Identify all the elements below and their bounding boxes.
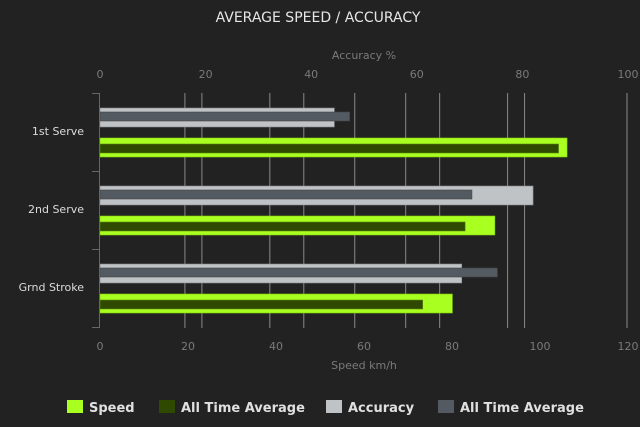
legend-swatch — [159, 400, 175, 413]
category-label: Grnd Stroke — [19, 281, 85, 294]
legend-label: Accuracy — [348, 401, 415, 416]
legend-swatch — [67, 400, 83, 413]
bottom-tick-label: 60 — [357, 340, 371, 353]
bar-speed-average — [99, 143, 559, 154]
top-tick-label: 40 — [304, 68, 318, 81]
chart-title: AVERAGE SPEED / ACCURACY — [216, 10, 421, 26]
category-label: 2nd Serve — [28, 203, 84, 216]
bottom-tick-label: 100 — [530, 340, 551, 353]
bottom-tick-label: 20 — [181, 340, 195, 353]
bottom-tick-label: 40 — [269, 340, 283, 353]
legend: Speed All Time Average Accuracy All Time Av… — [67, 400, 584, 416]
bottom-tick-label: 120 — [618, 340, 639, 353]
top-tick-label: 20 — [199, 68, 213, 81]
bar-accuracy-average — [99, 189, 473, 200]
top-tick-label: 80 — [515, 68, 529, 81]
bottom-axis-label: Speed km/h — [331, 359, 397, 372]
legend-label: All Time Average — [181, 401, 305, 416]
top-tick-label: 60 — [410, 68, 424, 81]
legend-swatch — [326, 400, 342, 413]
bottom-tick-label: 80 — [445, 340, 459, 353]
category-label: 1st Serve — [32, 125, 84, 138]
top-tick-label: 100 — [618, 68, 639, 81]
bar-accuracy-average — [99, 111, 350, 122]
bottom-tick-label: 0 — [97, 340, 104, 353]
bar-speed-average — [99, 299, 423, 310]
legend-label: Speed — [89, 401, 135, 416]
bar-accuracy-average — [99, 267, 498, 278]
top-axis-label: Accuracy % — [332, 49, 396, 62]
bar-speed-average — [99, 221, 466, 232]
legend-swatch — [438, 400, 454, 413]
top-tick-label: 0 — [97, 68, 104, 81]
legend-label: All Time Average — [460, 401, 584, 416]
